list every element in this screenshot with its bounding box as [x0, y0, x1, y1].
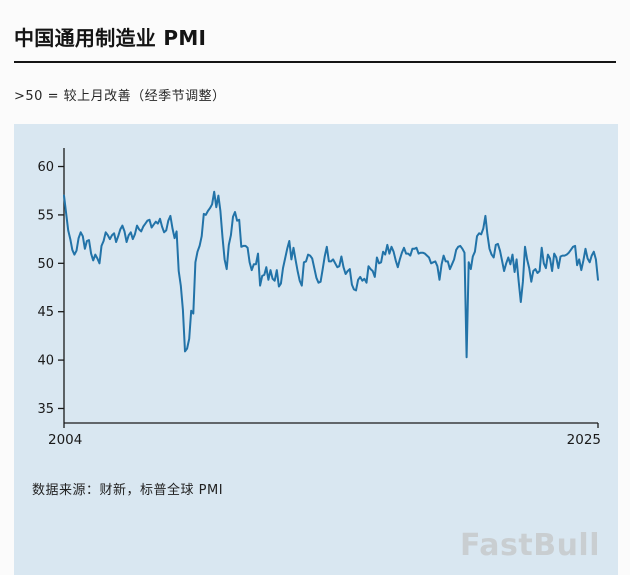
y-tick-label: 45: [37, 305, 54, 320]
pmi-series-line: [63, 190, 599, 359]
y-tick-label: 55: [37, 208, 54, 223]
chart-panel: 35 40 45 50 55 60 2004 2025 数据来源：财新，标普全球 PMI Fa…: [14, 124, 618, 575]
source-note: 数据来源：财新，标普全球 PMI: [32, 483, 224, 498]
watermark: FastBull: [460, 528, 600, 563]
chart-subtitle: >50 = 较上月改善（经季节调整）: [14, 89, 226, 104]
title-divider: [14, 61, 616, 63]
pmi-line-chart: 35 40 45 50 55 60 2004 2025: [37, 148, 601, 448]
y-tick-label: 35: [37, 402, 54, 417]
page-title: 中国通用制造业 PMI: [14, 26, 207, 50]
x-tick-label-end: 2025: [567, 432, 601, 448]
y-tick-label: 60: [37, 160, 54, 175]
y-tick-label: 50: [37, 257, 54, 272]
x-tick-label-start: 2004: [48, 432, 82, 448]
y-tick-label: 40: [37, 354, 54, 369]
